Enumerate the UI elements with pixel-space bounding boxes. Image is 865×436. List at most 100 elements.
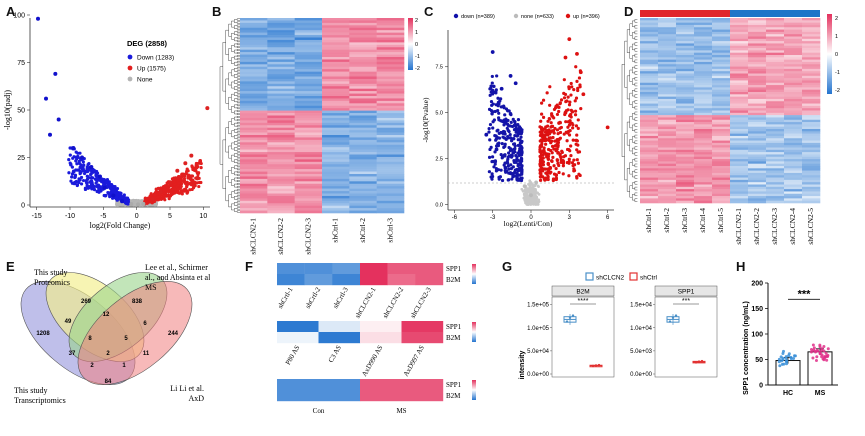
heat-cell [294,86,323,89]
heat-cell [748,182,767,185]
heat-cell [712,48,731,51]
point-up [564,120,568,124]
heat-cell [712,29,731,33]
panel-label: F [245,259,253,274]
heat-cell [784,193,803,197]
point-down [500,141,504,146]
heat-cell [294,203,323,206]
heat-cell [240,71,268,75]
point-none [527,200,531,204]
heat-cell [349,156,377,160]
heat-cell [694,147,713,151]
column-label: shCLCN2-3 [303,218,312,255]
y-tick-label: 0.0e+00 [630,372,653,378]
heat-cell [784,18,803,21]
heat-cell [349,144,377,148]
group-bar-clcn2 [730,10,820,17]
heat-cell [802,45,821,49]
heat-cell [267,42,295,46]
heat-cell [376,44,405,48]
heat-cell [802,149,821,153]
heat-cell [240,149,268,153]
venn-set-label: Lee et al., Schirmer et [145,263,210,272]
sig-stars: *** [798,288,812,300]
heat-cell [360,274,388,286]
data-point [781,351,785,355]
heat-cell [294,147,323,150]
heat-cell [294,83,323,87]
heat-cell [658,175,677,178]
point-up [544,138,548,143]
panel-label: G [502,259,513,274]
heat-cell [640,138,659,141]
heat-cell [694,22,713,26]
heat-cell [267,74,295,77]
heat-cell [376,171,405,175]
point-down [515,171,519,175]
heat-cell [294,93,323,97]
heat-cell [676,135,695,139]
color-scale [827,14,832,94]
heat-cell [802,161,821,164]
heat-cell [730,159,749,162]
heat-cell [277,321,319,333]
heat-cell [676,36,695,40]
heat-cell [294,174,323,177]
heat-cell [676,159,695,162]
point-up [547,138,551,143]
data-point [820,353,824,357]
point-down [86,162,90,167]
point-down [507,151,511,155]
heat-cell [784,41,803,44]
heat-cell [322,25,350,29]
heat-cell [712,96,731,100]
heat-cell [712,101,731,104]
heat-cell [784,108,803,111]
heat-cell [730,61,749,65]
heat-cell [294,54,323,58]
y-tick-label: 2.5 [435,157,443,163]
heat-cell [748,66,767,70]
heat-cell [694,129,713,132]
heat-cell [267,83,295,87]
scale-tick: -1 [835,70,840,76]
heat-cell [730,89,749,93]
heat-cell [730,152,749,155]
y-tick-label: 0 [759,383,763,390]
heat-cell [802,124,821,127]
point-down [506,155,510,159]
heat-cell [376,169,405,172]
heat-cell [748,177,767,181]
x-tick-label: 10 [199,213,207,220]
point-down [503,113,507,117]
heat-cell [322,61,350,65]
point-up [538,139,542,143]
heat-cell [730,48,749,51]
point-up [576,88,580,93]
point-down [498,175,503,179]
point-down [494,147,499,152]
column-label: shCLCN2-5 [806,208,815,245]
heat-cell [376,22,405,26]
point-down [519,168,523,172]
point-up [571,138,575,142]
venn-count: 1208 [36,331,50,337]
panel-label: D [624,4,634,19]
heat-cell [766,159,785,162]
heat-cell [349,52,377,55]
heat-cell [766,152,785,155]
heat-cell [294,66,323,70]
heat-cell [784,119,803,123]
heat-cell [676,98,695,102]
point-none [537,185,540,189]
heat-cell [267,127,295,131]
point-down [490,81,494,85]
point-up [573,113,578,117]
point-down [495,74,499,78]
point-up [565,160,569,165]
heat-cell [240,152,268,155]
heat-cell [748,45,767,49]
heat-cell [322,154,350,158]
heat-cell [766,98,785,102]
heat-cell [349,113,377,116]
